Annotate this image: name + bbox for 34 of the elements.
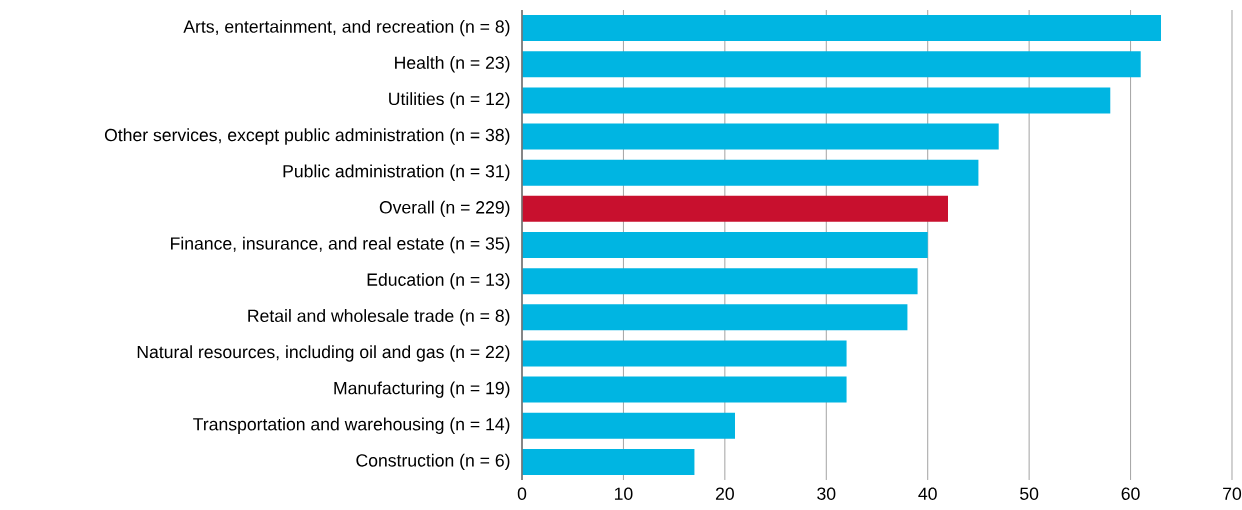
bar xyxy=(522,268,918,295)
y-tick-label: Arts, entertainment, and recreation (n = 8) xyxy=(183,19,510,37)
y-tick-label: Other services, except public administration (n = 38) xyxy=(104,128,510,145)
x-tick-label: 10 xyxy=(614,487,633,500)
y-tick-label: Manufacturing (n = 19) xyxy=(334,381,510,398)
y-tick-label: Construction (n = 6) xyxy=(356,453,510,471)
y-tick-label: Finance, insurance, and real estate (n = 35) xyxy=(171,236,510,254)
x-tick-label: 70 xyxy=(1223,487,1242,500)
y-tick-label: Transportation and warehousing (n = 14) xyxy=(193,417,510,434)
y-tick-label: Education (n = 13) xyxy=(367,272,510,290)
bar xyxy=(522,412,735,439)
y-tick-label: Natural resources, including oil and gas (n = 22) xyxy=(137,345,510,362)
bar xyxy=(522,195,948,222)
y-tick-label: Utilities (n = 12) xyxy=(389,92,510,109)
x-tick-label: 30 xyxy=(817,487,836,500)
bar xyxy=(522,15,1161,42)
x-tick-label: 20 xyxy=(715,487,734,500)
bar xyxy=(522,51,1141,78)
bar xyxy=(522,376,847,403)
x-tick-label: 0 xyxy=(517,487,527,500)
bar xyxy=(522,232,928,258)
x-tick-label: 40 xyxy=(918,487,937,500)
bar xyxy=(522,123,999,150)
x-tick-label: 60 xyxy=(1121,487,1140,500)
bar xyxy=(522,87,1111,114)
y-tick-label: Retail and wholesale trade (n = 8) xyxy=(248,309,510,326)
x-tick-label: 50 xyxy=(1020,487,1039,500)
bar xyxy=(522,159,979,186)
y-tick-label: Overall (n = 229) xyxy=(379,200,510,218)
y-tick-label: Health (n = 23) xyxy=(395,56,510,73)
bar xyxy=(522,304,908,331)
y-tick-label: Public administration (n = 31) xyxy=(283,164,510,181)
bar xyxy=(522,448,695,475)
bar xyxy=(522,340,847,367)
